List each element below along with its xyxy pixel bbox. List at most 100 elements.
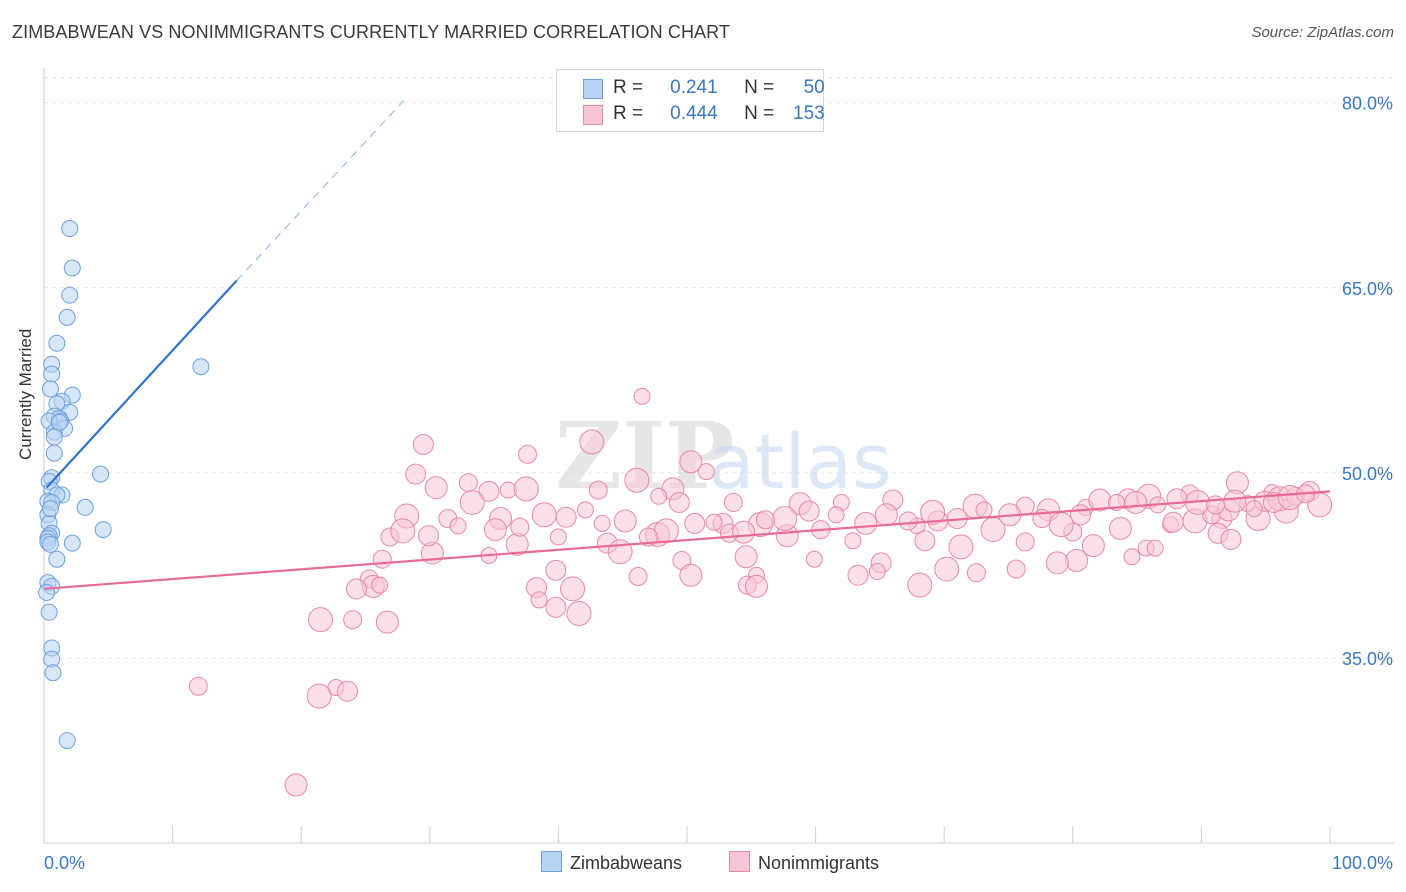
nonimmigrants-point: [188, 676, 208, 696]
legend-n-label: N =: [744, 103, 775, 124]
nonimmigrants-point: [966, 563, 986, 583]
stats-legend: R = 0.241 N = 50 R = 0.444 N = 153: [556, 69, 825, 132]
bottom-legend-nonimmigrants: Nonimmigrants: [729, 851, 879, 874]
nonimmigrants-point: [732, 520, 756, 544]
nonimmigrants-point: [874, 503, 898, 527]
zimbabweans-trend-extension: [236, 99, 405, 281]
zimbabweans-point: [58, 732, 76, 750]
bottom-legend-label: Nonimmigrants: [758, 853, 880, 873]
nonimmigrants-point: [593, 514, 611, 532]
nonimmigrants-point: [1220, 528, 1242, 550]
nonimmigrants-point: [390, 518, 416, 544]
watermark: ZIP atlas: [555, 402, 892, 510]
chart-title: ZIMBABWEAN VS NONIMMIGRANTS CURRENTLY MA…: [12, 22, 731, 42]
zimbabweans-point: [41, 380, 59, 398]
nonimmigrants-point: [1166, 488, 1188, 510]
legend-r-label: R =: [613, 103, 644, 124]
zimbabweans-point: [63, 259, 81, 277]
zimbabweans-points: [38, 220, 210, 750]
nonimmigrants-point: [345, 578, 367, 600]
nonimmigrants-point: [948, 534, 974, 560]
nonimmigrants-point: [638, 527, 658, 547]
nonimmigrants-point: [375, 610, 399, 634]
nonimmigrants-point: [798, 500, 820, 522]
nonimmigrants-point: [555, 506, 577, 528]
nonimmigrants-point: [449, 517, 467, 535]
nonimmigrants-point: [624, 467, 650, 493]
nonimmigrants-point: [1124, 490, 1148, 514]
nonimmigrants-point: [633, 387, 651, 405]
nonimmigrants-point: [723, 492, 743, 512]
nonimmigrants-point: [744, 574, 768, 598]
nonimmigrants-point: [459, 489, 485, 515]
nonimmigrants-points: [188, 387, 1333, 797]
nonimmigrants-point: [478, 480, 500, 502]
y-axis-label: Currently Married: [16, 328, 35, 460]
nonimmigrants-point: [868, 563, 886, 581]
nonimmigrants-point: [734, 545, 758, 569]
nonimmigrants-point: [372, 549, 392, 569]
watermark-zip: ZIP: [555, 402, 734, 510]
nonimmigrants-point: [1048, 512, 1074, 538]
tick-labels: 35.0% 50.0% 65.0% 80.0% 0.0% 100.0%: [44, 94, 1393, 873]
watermark-atlas: atlas: [708, 417, 892, 506]
nonimmigrants-point: [412, 433, 434, 455]
nonimmigrants-point: [844, 532, 862, 550]
bottom-legend-label: Zimbabweans: [570, 853, 683, 873]
nonimmigrants-point: [1045, 551, 1069, 575]
zimbabweans-point: [50, 413, 68, 431]
nonimmigrants-point: [306, 683, 332, 709]
nonimmigrants-point: [827, 506, 845, 524]
legend-swatch-nonimmigrants: [583, 105, 603, 125]
zimbabweans-point: [48, 550, 66, 568]
nonimmigrants-point: [772, 505, 798, 531]
nonimmigrants-point: [805, 550, 823, 568]
nonimmigrants-point: [653, 518, 679, 544]
bottom-legend-swatch-nonimmigrants: [729, 851, 750, 872]
zimbabweans-point: [45, 444, 63, 462]
legend-n-label: N =: [744, 77, 775, 98]
nonimmigrants-point: [650, 487, 668, 505]
source-label: Source: ZipAtlas.com: [1251, 24, 1394, 41]
nonimmigrants-point: [405, 463, 427, 485]
legend-swatch-zimbabweans: [583, 79, 603, 99]
nonimmigrants-point: [1146, 539, 1164, 557]
nonimmigrants-point: [975, 501, 993, 519]
zimbabweans-point: [58, 308, 76, 326]
nonimmigrants-point: [934, 556, 960, 582]
nonimmigrants-point: [307, 607, 333, 633]
zimbabweans-point: [76, 498, 94, 516]
bottom-legend-swatch-zimbabweans: [541, 851, 562, 872]
nonimmigrants-point: [1065, 548, 1089, 572]
nonimmigrants-point: [668, 491, 690, 513]
nonimmigrants-point: [579, 429, 605, 455]
nonimmigrants-point: [576, 501, 594, 519]
nonimmigrants-point: [513, 476, 539, 502]
nonimmigrants-point: [418, 525, 440, 547]
nonimmigrants-point: [588, 480, 608, 500]
zimbabweans-trend-line: [45, 279, 238, 489]
nonimmigrants-point: [628, 566, 648, 586]
zimbabweans-point: [92, 465, 110, 483]
zimbabweans-point: [43, 365, 61, 383]
zimbabweans-point: [61, 220, 79, 238]
nonimmigrants-point: [566, 601, 592, 626]
nonimmigrants-point: [1223, 489, 1247, 513]
nonimmigrants-point: [684, 512, 706, 534]
nonimmigrants-point: [907, 572, 933, 598]
nonimmigrants-point: [607, 539, 633, 565]
zimbabweans-point: [61, 286, 79, 304]
x-tick-label: 100.0%: [1332, 853, 1393, 873]
y-tick-label: 35.0%: [1342, 649, 1393, 669]
nonimmigrants-point: [679, 450, 703, 474]
nonimmigrants-point: [545, 559, 567, 581]
grid-lines: [44, 77, 1394, 659]
y-tick-label: 50.0%: [1342, 464, 1393, 484]
nonimmigrants-point: [336, 680, 358, 702]
bottom-legend-zimbabweans: Zimbabweans: [541, 851, 682, 874]
nonimmigrants-point: [1108, 516, 1132, 540]
nonimmigrants-point: [424, 476, 448, 500]
zimbabweans-point: [94, 521, 112, 539]
zimbabweans-point: [44, 664, 62, 682]
